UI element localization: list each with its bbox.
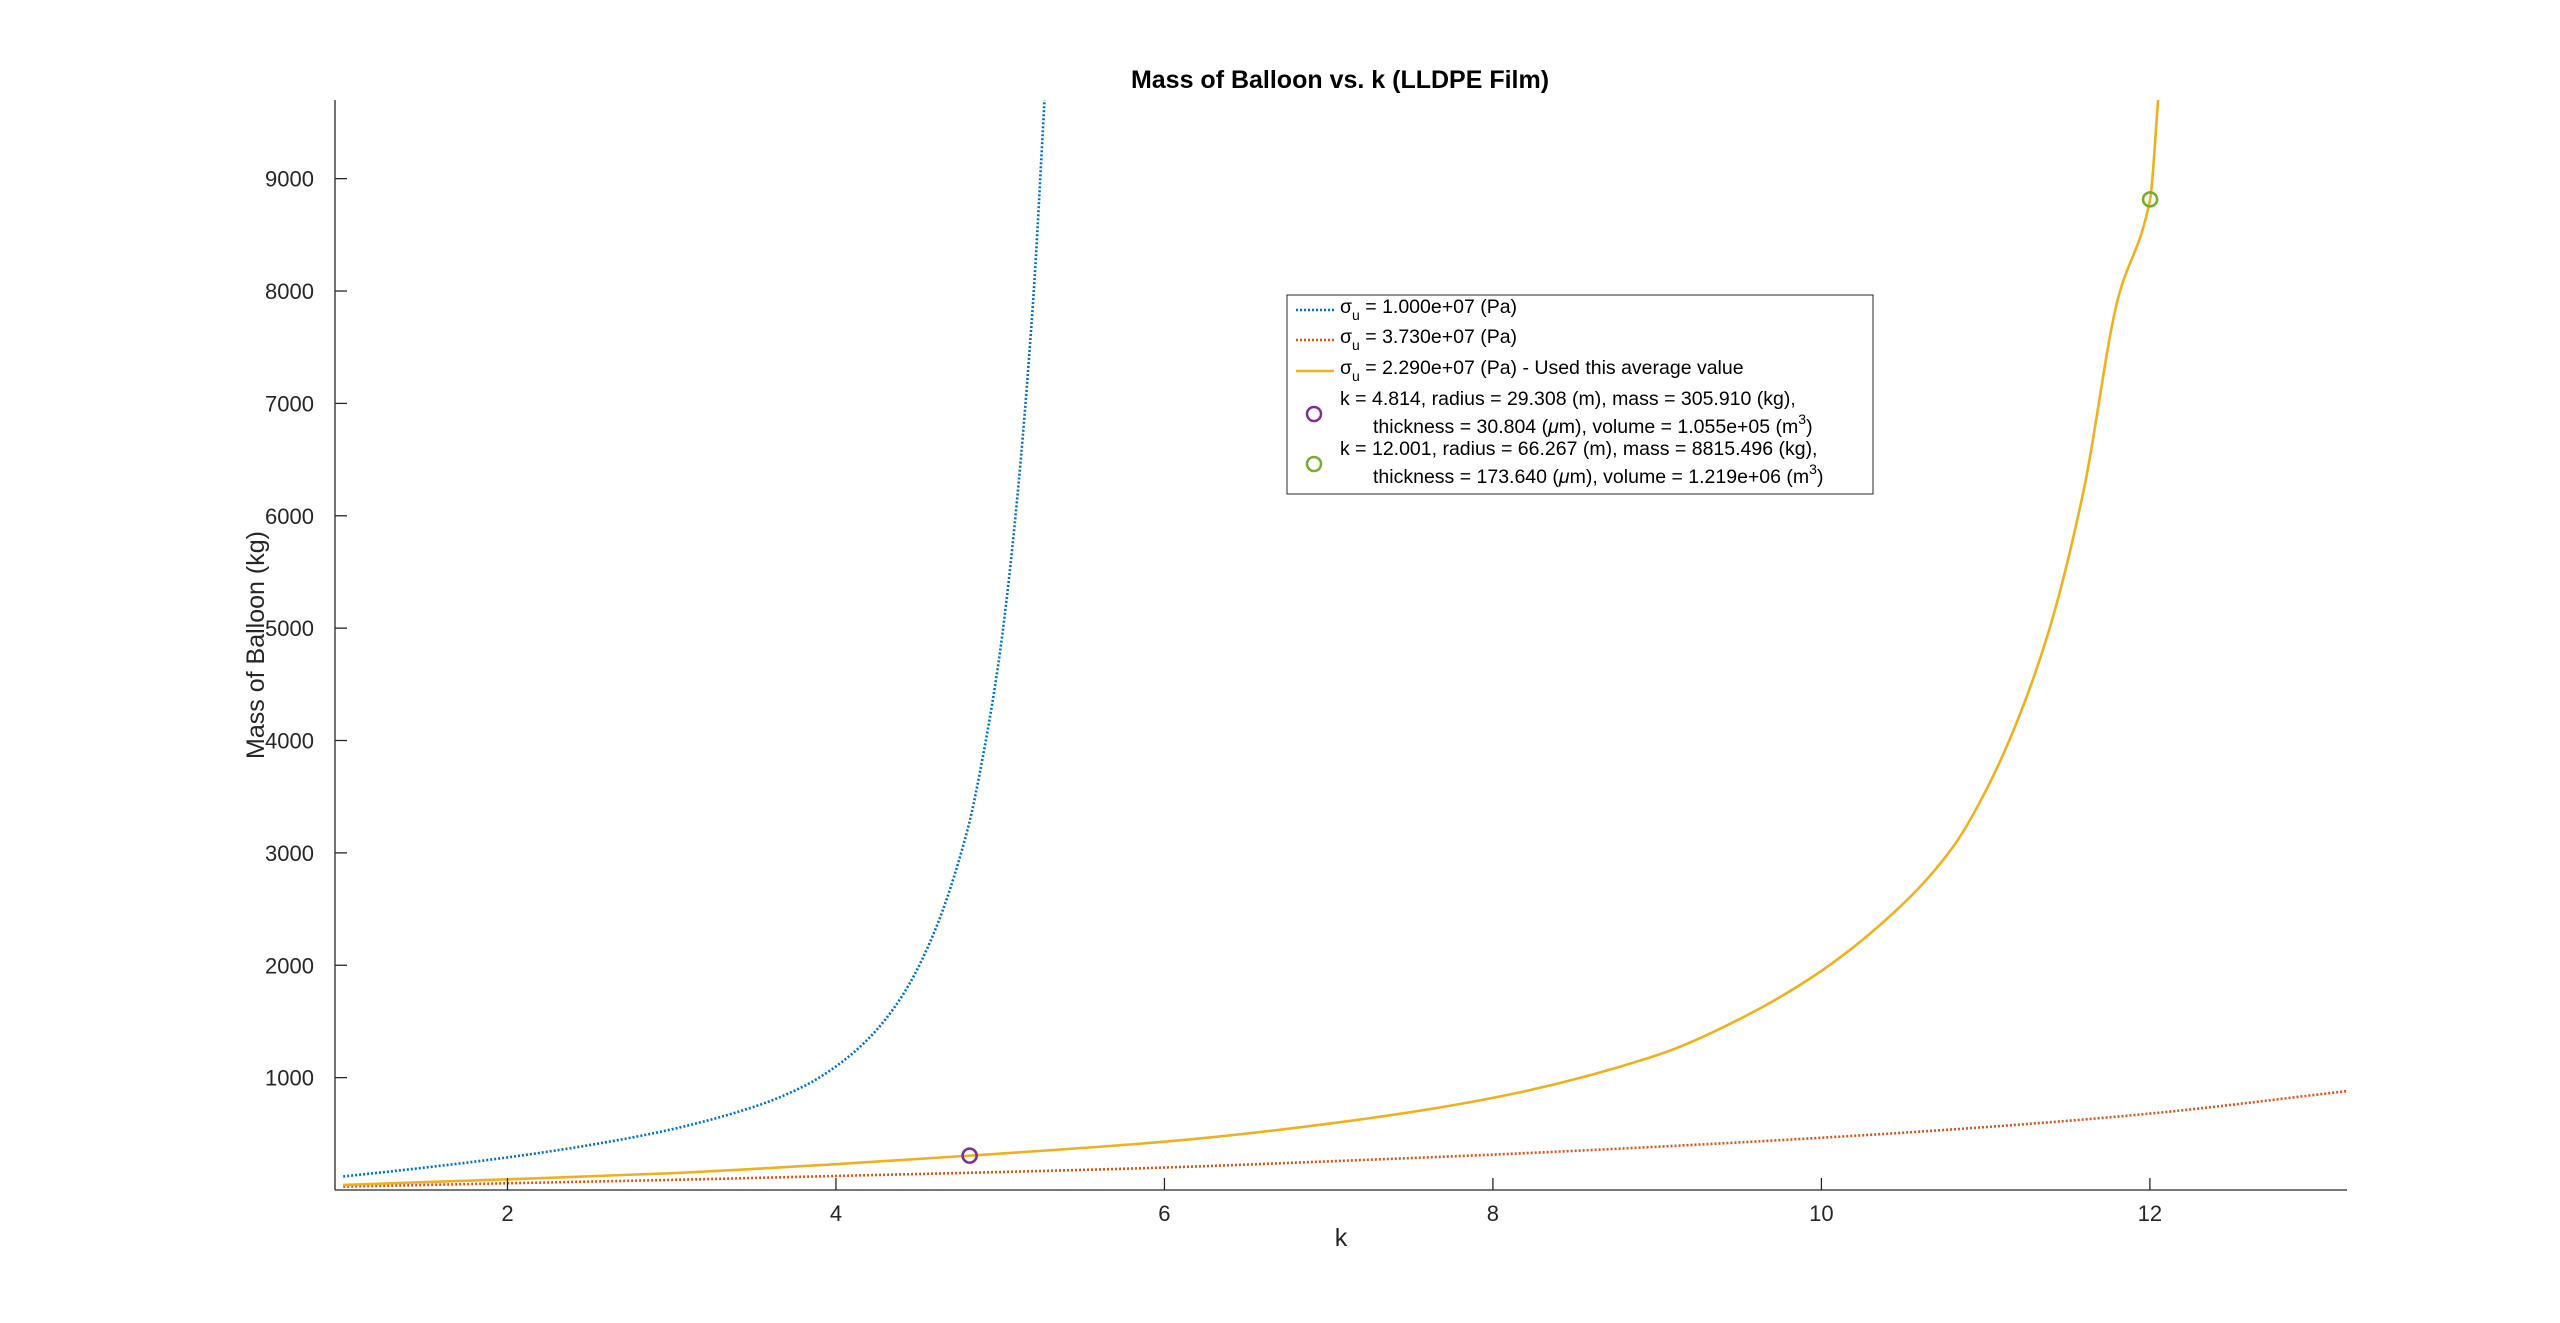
series-layer	[343, 100, 2347, 1188]
y-ticks: 1000 2000 3000 4000 5000 6000 7000 8000 9000	[265, 167, 347, 1091]
y-tick-label: 5000	[265, 616, 314, 641]
series-line-1	[343, 100, 1046, 1178]
x-tick-label: 6	[1158, 1201, 1170, 1226]
legend-entry-marker-2-line1: k = 12.001, radius = 66.267 (m), mass = …	[1340, 438, 1817, 460]
y-tick-label: 9000	[265, 167, 314, 192]
legend-entry-marker-2-line2: thickness = 173.640 (μm), volume = 1.219…	[1373, 461, 1823, 488]
axes: 2 4 6 8 10 12 1000 2000 3000 4000 5000 6000 7000 800…	[265, 100, 2347, 1226]
x-axis-label: k	[1335, 1224, 1348, 1252]
legend-box	[1286, 294, 1874, 495]
y-tick-label: 7000	[265, 391, 314, 416]
legend-entry-marker-1-line2: thickness = 30.804 (μm), volume = 1.055e…	[1373, 411, 1813, 438]
series-line-2	[343, 1089, 2347, 1188]
x-tick-label: 8	[1487, 1201, 1499, 1226]
chart-title: Mass of Balloon vs. k (LLDPE Film)	[1131, 66, 1549, 94]
data-point-marker-1	[961, 1147, 978, 1164]
y-tick-label: 1000	[265, 1066, 314, 1091]
legend: σu = 1.000e+07 (Pa) σu = 3.730e+07 (Pa) …	[1286, 294, 1874, 495]
y-tick-label: 8000	[265, 279, 314, 304]
legend-entry-series-2: σu = 3.730e+07 (Pa)	[1340, 326, 1517, 353]
x-tick-label: 12	[2138, 1201, 2162, 1226]
legend-entry-series-1: σu = 1.000e+07 (Pa)	[1340, 296, 1517, 323]
y-axis-label: Mass of Balloon (kg)	[242, 531, 270, 759]
x-ticks: 2 4 6 8 10 12	[501, 1178, 2162, 1226]
y-tick-label: 4000	[265, 729, 314, 754]
legend-marker-2	[1305, 455, 1323, 473]
y-tick-label: 3000	[265, 841, 314, 866]
marker-layer	[961, 191, 2159, 1164]
data-point-marker-2	[2141, 191, 2159, 208]
x-tick-label: 4	[830, 1201, 842, 1226]
legend-entry-series-3: σu = 2.290e+07 (Pa) - Used this average …	[1340, 357, 1744, 384]
x-tick-label: 10	[1809, 1201, 1833, 1226]
series-line-3	[343, 100, 2160, 1187]
legend-entry-marker-1-line1: k = 4.814, radius = 29.308 (m), mass = 3…	[1340, 388, 1796, 410]
x-tick-label: 2	[501, 1201, 513, 1226]
y-tick-label: 6000	[265, 504, 314, 529]
legend-marker-1	[1305, 405, 1323, 423]
y-tick-label: 2000	[265, 953, 314, 978]
